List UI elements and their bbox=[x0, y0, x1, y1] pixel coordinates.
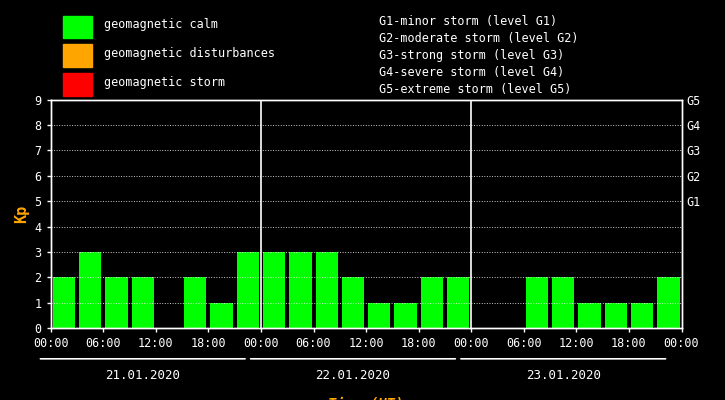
Text: geomagnetic calm: geomagnetic calm bbox=[104, 18, 218, 31]
Bar bbox=[184, 277, 207, 328]
Bar bbox=[368, 303, 391, 328]
Y-axis label: Kp: Kp bbox=[14, 205, 29, 223]
Bar bbox=[526, 277, 548, 328]
Bar bbox=[210, 303, 233, 328]
Text: geomagnetic storm: geomagnetic storm bbox=[104, 76, 225, 89]
Bar bbox=[447, 277, 469, 328]
Bar bbox=[657, 277, 679, 328]
Bar bbox=[420, 277, 443, 328]
Bar bbox=[394, 303, 417, 328]
Bar bbox=[605, 303, 627, 328]
Bar bbox=[341, 277, 364, 328]
Bar bbox=[263, 252, 286, 328]
Text: Time (UT): Time (UT) bbox=[328, 396, 404, 400]
Bar bbox=[53, 277, 75, 328]
Bar bbox=[79, 252, 102, 328]
FancyBboxPatch shape bbox=[63, 16, 92, 38]
Text: geomagnetic disturbances: geomagnetic disturbances bbox=[104, 47, 276, 60]
Bar bbox=[631, 303, 653, 328]
Text: 22.01.2020: 22.01.2020 bbox=[315, 369, 391, 382]
Bar bbox=[552, 277, 574, 328]
Text: 23.01.2020: 23.01.2020 bbox=[526, 369, 601, 382]
Bar bbox=[315, 252, 338, 328]
Bar bbox=[579, 303, 601, 328]
Text: 21.01.2020: 21.01.2020 bbox=[105, 369, 181, 382]
FancyBboxPatch shape bbox=[63, 74, 92, 96]
Text: G1-minor storm (level G1)
G2-moderate storm (level G2)
G3-strong storm (level G3: G1-minor storm (level G1) G2-moderate st… bbox=[378, 15, 579, 96]
FancyBboxPatch shape bbox=[63, 44, 92, 67]
Bar bbox=[289, 252, 312, 328]
Bar bbox=[105, 277, 128, 328]
Bar bbox=[131, 277, 154, 328]
Bar bbox=[236, 252, 259, 328]
